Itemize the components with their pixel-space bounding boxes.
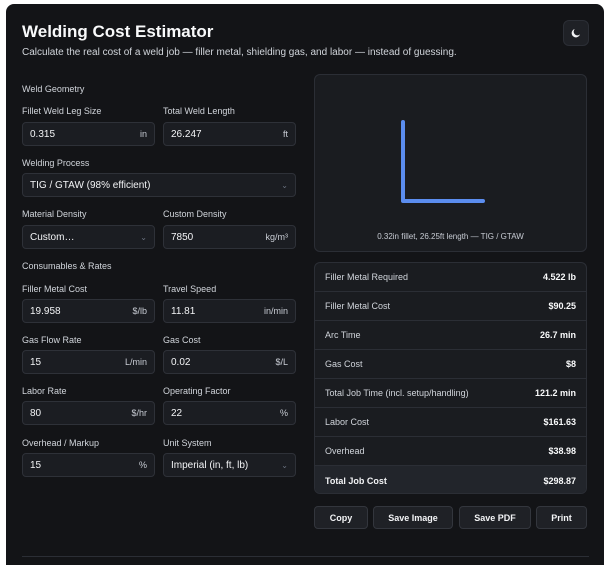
travel-speed-unit: in/min [263,306,288,316]
divider [22,556,589,557]
custom-density-input[interactable]: 7850 kg/m³ [163,225,296,249]
result-value: $298.87 [543,475,576,486]
result-row-total: Total Job Cost $298.87 [315,466,586,493]
gas-flow-label: Gas Flow Rate [22,335,82,345]
material-density-select[interactable]: Custom… ⌄ [22,225,155,249]
process-label: Welding Process [22,158,90,168]
operating-factor-unit: % [279,408,288,418]
custom-density-unit: kg/m³ [265,232,289,242]
chevron-down-icon: ⌄ [281,460,288,470]
overhead-input[interactable]: 15 % [22,453,155,477]
page-title: Welding Cost Estimator [22,22,214,41]
result-value: 121.2 min [534,388,576,398]
operating-factor-value: 22 [171,407,183,419]
result-label: Arc Time [325,330,361,340]
result-row-filler-cost: Filler Metal Cost $90.25 [315,292,586,321]
fillet-leg-unit: in [139,129,147,139]
results-table: Filler Metal Required 4.522 lb Filler Me… [314,262,587,494]
unit-system-select[interactable]: Imperial (in, ft, lb) ⌄ [163,453,296,477]
estimator-card: Welding Cost Estimator Calculate the rea… [6,4,604,565]
save-image-button[interactable]: Save Image [373,506,453,529]
weld-length-input[interactable]: 26.247 ft [163,122,296,146]
result-value: $90.25 [548,301,576,311]
result-label: Overhead [325,446,365,456]
unit-system-label: Unit System [163,438,212,448]
fillet-leg-input[interactable]: 0.315 in [22,122,155,146]
weld-geometry-heading: Weld Geometry [22,84,85,94]
custom-density-label: Custom Density [163,209,227,219]
unit-system-value: Imperial (in, ft, lb) [171,459,249,471]
theme-toggle-button[interactable] [563,20,589,46]
gas-flow-value: 15 [30,356,42,368]
consumables-heading: Consumables & Rates [22,261,112,271]
result-label: Filler Metal Required [325,272,409,282]
preview-caption: 0.32in fillet, 26.25ft length — TIG / GT… [377,232,524,241]
result-label: Total Job Cost [325,475,387,486]
travel-speed-value: 11.81 [171,305,196,317]
fillet-leg-value: 0.315 [30,128,56,140]
gas-cost-unit: $/L [275,357,288,367]
moon-icon [571,29,580,38]
gas-flow-input[interactable]: 15 L/min [22,350,155,374]
weld-length-value: 26.247 [171,128,202,140]
save-pdf-button[interactable]: Save PDF [459,506,531,529]
filler-cost-value: 19.958 [30,305,61,317]
operating-factor-input[interactable]: 22 % [163,401,296,425]
welding-process-select[interactable]: TIG / GTAW (98% efficient) ⌄ [22,173,296,197]
filler-cost-label: Filler Metal Cost [22,284,88,294]
density-label: Material Density [22,209,87,219]
result-value: $38.98 [548,446,576,456]
overhead-label: Overhead / Markup [22,438,100,448]
result-label: Total Job Time (incl. setup/handling) [325,388,469,398]
gas-cost-input[interactable]: 0.02 $/L [163,350,296,374]
labor-rate-label: Labor Rate [22,386,67,396]
result-label: Labor Cost [325,417,370,427]
result-label: Filler Metal Cost [325,301,391,311]
chevron-down-icon: ⌄ [140,232,147,242]
filler-cost-input[interactable]: 19.958 $/lb [22,299,155,323]
labor-rate-input[interactable]: 80 $/hr [22,401,155,425]
material-density-value: Custom… [30,231,75,243]
overhead-unit: % [138,460,147,470]
labor-rate-unit: $/hr [131,408,147,418]
fillet-weld-diagram [401,120,485,203]
result-value: 4.522 lb [542,272,576,282]
result-row-overhead: Overhead $38.98 [315,437,586,466]
custom-density-value: 7850 [171,231,194,243]
result-value: $8 [565,359,576,369]
page-subtitle: Calculate the real cost of a weld job — … [22,47,457,58]
weld-preview-panel: 0.32in fillet, 26.25ft length — TIG / GT… [314,74,587,252]
gas-cost-value: 0.02 [171,356,191,368]
chevron-down-icon: ⌄ [281,180,288,190]
fillet-leg-label: Fillet Weld Leg Size [22,106,102,116]
result-row-filler-required: Filler Metal Required 4.522 lb [315,263,586,292]
gas-flow-unit: L/min [124,357,147,367]
result-row-gas-cost: Gas Cost $8 [315,350,586,379]
result-value: $161.63 [543,417,576,427]
overhead-value: 15 [30,459,42,471]
filler-cost-unit: $/lb [132,306,147,316]
gas-cost-label: Gas Cost [163,335,201,345]
result-row-labor-cost: Labor Cost $161.63 [315,408,586,437]
result-row-job-time: Total Job Time (incl. setup/handling) 12… [315,379,586,408]
copy-button[interactable]: Copy [314,506,368,529]
welding-process-value: TIG / GTAW (98% efficient) [30,179,151,191]
travel-speed-label: Travel Speed [163,284,217,294]
weld-length-unit: ft [282,129,288,139]
weld-length-label: Total Weld Length [163,106,235,116]
result-value: 26.7 min [539,330,576,340]
operating-factor-label: Operating Factor [163,386,231,396]
result-label: Gas Cost [325,359,363,369]
travel-speed-input[interactable]: 11.81 in/min [163,299,296,323]
print-button[interactable]: Print [536,506,587,529]
labor-rate-value: 80 [30,407,42,419]
result-row-arc-time: Arc Time 26.7 min [315,321,586,350]
